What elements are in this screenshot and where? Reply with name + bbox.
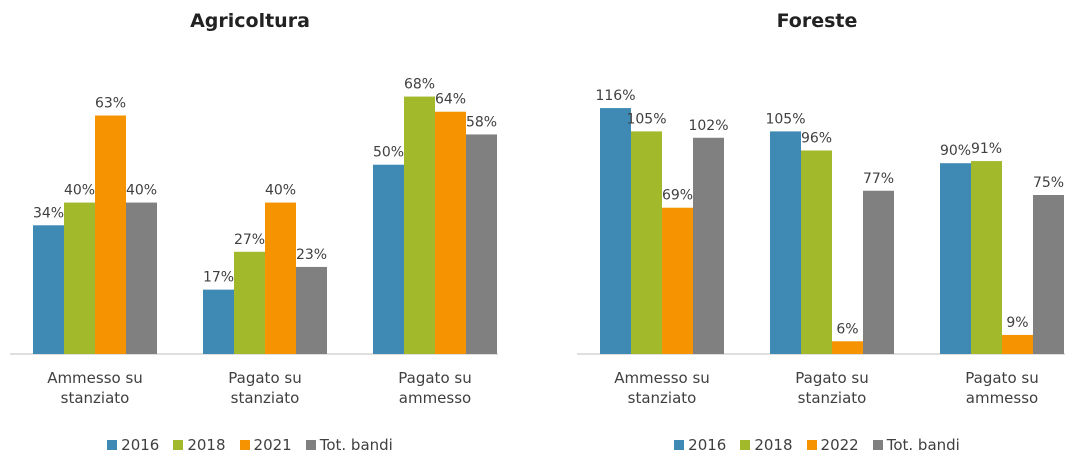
- legend-item: 2016: [674, 436, 726, 454]
- x-tick-label: Pagato su stanziato: [795, 369, 869, 407]
- bar: [404, 96, 435, 355]
- bar: [940, 163, 971, 354]
- bar: [33, 225, 64, 354]
- value-label: 68%: [404, 77, 435, 93]
- value-label: 6%: [836, 321, 858, 337]
- bar: [296, 266, 327, 354]
- bar: [95, 115, 126, 354]
- bar: [693, 137, 724, 354]
- bar: [234, 251, 265, 354]
- bar: [466, 134, 497, 354]
- bar: [203, 289, 234, 354]
- value-label: 40%: [265, 183, 296, 199]
- value-label: 64%: [435, 92, 466, 108]
- legend-swatch: [872, 440, 883, 450]
- bar: [832, 341, 863, 354]
- legend-swatch: [674, 440, 685, 450]
- value-label: 58%: [466, 114, 497, 130]
- chart-title: Foreste: [776, 10, 858, 32]
- value-label: 27%: [234, 232, 265, 248]
- value-label: 91%: [971, 141, 1002, 157]
- legend-label: 2018: [754, 436, 793, 454]
- bar: [863, 190, 894, 354]
- bar: [126, 202, 157, 354]
- legend-label: 2021: [253, 436, 292, 454]
- legend-item: Tot. bandi: [305, 436, 393, 454]
- value-label: 102%: [688, 118, 728, 134]
- x-tick-label: Pagato su stanziato: [228, 369, 302, 407]
- value-label: 90%: [940, 143, 971, 159]
- value-label: 50%: [373, 145, 404, 161]
- legend-label: 2018: [187, 436, 226, 454]
- legend-swatch: [305, 440, 316, 450]
- value-label: 23%: [296, 247, 327, 263]
- bar: [801, 150, 832, 354]
- legend-item: Tot. bandi: [872, 436, 960, 454]
- value-label: 116%: [595, 88, 635, 104]
- value-label: 77%: [863, 171, 894, 187]
- legend-label: Tot. bandi: [886, 436, 960, 454]
- legend: 2016 2018 2022 Tot. bandi: [567, 436, 1067, 454]
- bar: [435, 111, 466, 354]
- legend-swatch: [806, 440, 817, 450]
- value-label: 17%: [203, 270, 234, 286]
- legend-item: 2021: [239, 436, 292, 454]
- legend-item: 2022: [806, 436, 859, 454]
- bar: [662, 207, 693, 354]
- chart-title: Agricoltura: [190, 10, 310, 32]
- value-label: 105%: [626, 111, 666, 127]
- x-tick-label: Pagato su ammesso: [965, 369, 1039, 407]
- legend-label: Tot. bandi: [319, 436, 393, 454]
- value-label: 40%: [126, 183, 157, 199]
- bar: [265, 202, 296, 354]
- legend-item: 2016: [107, 436, 159, 454]
- x-tick-label: Pagato su ammesso: [398, 369, 472, 407]
- value-label: 96%: [801, 130, 832, 146]
- legend-label: 2022: [820, 436, 859, 454]
- bar: [1033, 195, 1064, 354]
- bar: [770, 131, 801, 354]
- x-tick-label: Ammesso su stanziato: [614, 369, 710, 407]
- legend-label: 2016: [121, 436, 160, 454]
- value-label: 40%: [64, 183, 95, 199]
- value-label: 105%: [765, 111, 805, 127]
- value-label: 9%: [1006, 315, 1028, 331]
- legend: 2016 2018 2021 Tot. bandi: [0, 436, 500, 454]
- value-label: 34%: [33, 205, 64, 221]
- legend-item: 2018: [740, 436, 793, 454]
- bar: [971, 161, 1002, 354]
- bar: [600, 108, 631, 354]
- legend-item: 2018: [173, 436, 226, 454]
- legend-swatch: [107, 440, 118, 450]
- bar: [631, 131, 662, 354]
- legend-swatch: [173, 440, 184, 450]
- legend-label: 2016: [688, 436, 727, 454]
- value-label: 63%: [95, 96, 126, 112]
- bar: [1002, 334, 1033, 354]
- legend-swatch: [239, 440, 250, 450]
- legend-swatch: [740, 440, 751, 450]
- x-tick-label: Ammesso su stanziato: [47, 369, 143, 407]
- bar: [64, 202, 95, 354]
- bar: [373, 164, 404, 354]
- value-label: 69%: [662, 188, 693, 204]
- value-label: 75%: [1033, 175, 1064, 191]
